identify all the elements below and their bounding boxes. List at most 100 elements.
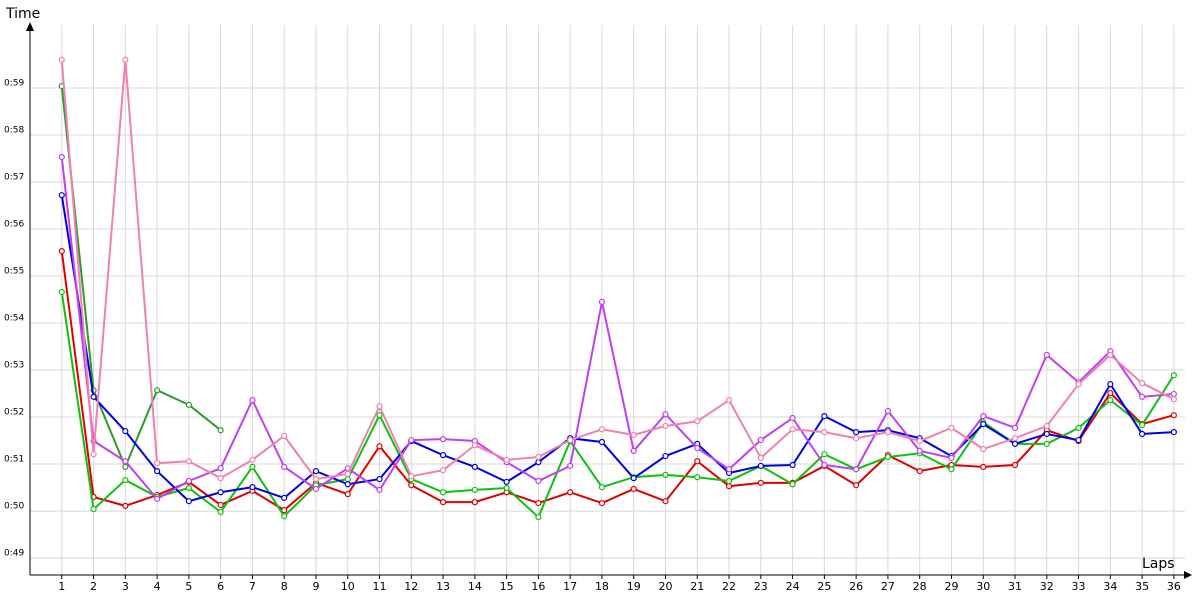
data-point bbox=[694, 444, 701, 452]
data-point bbox=[58, 288, 65, 296]
x-tick-label: 25 bbox=[817, 580, 831, 593]
x-tick-label: 27 bbox=[881, 580, 895, 593]
data-point bbox=[725, 483, 733, 490]
data-point bbox=[122, 428, 129, 435]
data-point bbox=[408, 436, 415, 444]
x-axis-arrow bbox=[1184, 571, 1192, 579]
data-point bbox=[1043, 440, 1050, 447]
data-point bbox=[1107, 381, 1114, 388]
data-point bbox=[217, 475, 224, 482]
data-point bbox=[90, 451, 97, 458]
data-point bbox=[821, 428, 828, 436]
data-point bbox=[630, 475, 637, 482]
data-point bbox=[598, 298, 606, 305]
data-point bbox=[1043, 351, 1050, 359]
data-point bbox=[58, 192, 65, 199]
y-tick-label: 0:58 bbox=[4, 126, 24, 136]
x-tick-label: 17 bbox=[563, 580, 577, 593]
data-point bbox=[439, 452, 447, 459]
data-point bbox=[1170, 396, 1177, 403]
data-point bbox=[376, 403, 383, 410]
data-point bbox=[90, 393, 97, 400]
x-tick-label: 20 bbox=[658, 580, 672, 593]
data-point bbox=[408, 482, 415, 489]
x-tick-label: 5 bbox=[185, 580, 192, 593]
x-tick-label: 8 bbox=[281, 580, 288, 593]
series-line bbox=[60, 156, 1174, 501]
data-point bbox=[789, 481, 796, 488]
data-point bbox=[1011, 461, 1019, 469]
data-point bbox=[757, 462, 764, 470]
data-point bbox=[471, 442, 478, 449]
data-point bbox=[916, 447, 923, 454]
data-point bbox=[1139, 421, 1146, 429]
data-point bbox=[567, 436, 574, 444]
x-tick-label: 18 bbox=[595, 580, 609, 593]
data-point bbox=[916, 437, 923, 445]
data-point bbox=[1011, 435, 1019, 442]
y-tick-label: 0:57 bbox=[4, 173, 24, 183]
data-point bbox=[948, 454, 955, 462]
data-point bbox=[153, 387, 161, 394]
data-point bbox=[281, 432, 288, 439]
data-point bbox=[725, 397, 733, 404]
data-point bbox=[122, 502, 129, 509]
data-point bbox=[948, 466, 955, 473]
data-point bbox=[58, 153, 65, 161]
y-tick-label: 0:52 bbox=[4, 408, 24, 418]
data-point bbox=[344, 491, 351, 498]
series-line bbox=[60, 86, 222, 470]
x-tick-label: 13 bbox=[436, 580, 450, 593]
data-point bbox=[281, 463, 288, 470]
data-point bbox=[1170, 390, 1177, 398]
data-point bbox=[281, 507, 288, 514]
data-point bbox=[630, 485, 637, 493]
data-point bbox=[281, 513, 288, 520]
data-point bbox=[90, 506, 97, 513]
y-tick-label: 0:55 bbox=[4, 267, 24, 277]
data-point bbox=[757, 454, 764, 462]
data-point bbox=[503, 456, 510, 463]
data-point bbox=[281, 494, 288, 502]
data-point bbox=[630, 431, 637, 439]
x-tick-label: 31 bbox=[1008, 580, 1022, 593]
data-point bbox=[58, 248, 65, 255]
x-tick-label: 7 bbox=[249, 580, 256, 593]
y-tick-label: 0:54 bbox=[4, 314, 24, 324]
data-point bbox=[884, 453, 892, 461]
data-point bbox=[884, 407, 892, 415]
data-point bbox=[948, 424, 955, 431]
data-point bbox=[471, 486, 478, 494]
y-tick-label: 0:53 bbox=[4, 361, 24, 371]
data-point bbox=[217, 427, 224, 434]
data-point bbox=[344, 470, 351, 478]
y-tick-label: 0:59 bbox=[4, 78, 24, 88]
data-point bbox=[249, 397, 256, 404]
data-point bbox=[1043, 430, 1050, 438]
data-point bbox=[185, 484, 192, 492]
y-tick-label: 0:51 bbox=[4, 455, 24, 465]
x-tick-label: 1 bbox=[58, 580, 65, 593]
data-point bbox=[884, 428, 892, 436]
data-point bbox=[853, 482, 860, 489]
data-point bbox=[1107, 389, 1114, 397]
data-point bbox=[535, 514, 542, 521]
data-point bbox=[185, 401, 192, 408]
data-point bbox=[598, 426, 606, 433]
data-point bbox=[312, 468, 320, 475]
data-point bbox=[694, 474, 701, 481]
data-point bbox=[217, 489, 224, 496]
data-point bbox=[217, 501, 224, 509]
data-point bbox=[694, 458, 701, 465]
data-point bbox=[853, 435, 860, 442]
data-point bbox=[439, 499, 447, 506]
data-point bbox=[662, 422, 669, 430]
data-point bbox=[1011, 440, 1019, 447]
y-axis-arrow bbox=[26, 22, 34, 31]
data-point bbox=[1107, 397, 1114, 404]
data-point bbox=[1075, 436, 1082, 444]
x-tick-label: 4 bbox=[154, 580, 161, 593]
data-point bbox=[980, 463, 987, 470]
data-point bbox=[598, 438, 606, 446]
